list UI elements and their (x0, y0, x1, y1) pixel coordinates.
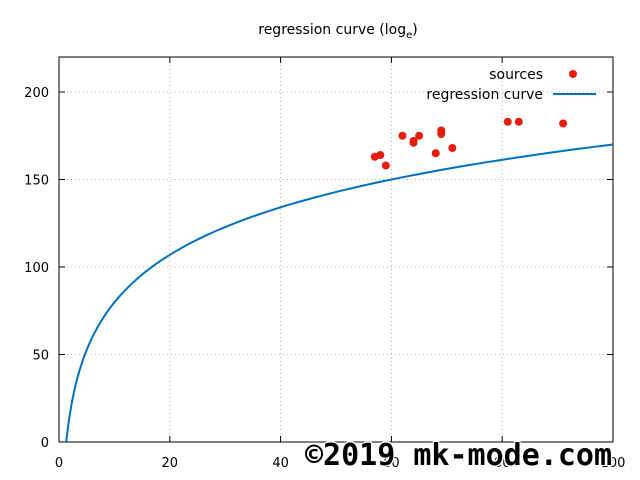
source-point (559, 119, 568, 128)
plot-frame (58, 56, 614, 443)
grid-lines (59, 57, 613, 442)
x-tick-label: 80 (494, 456, 511, 471)
x-tick-label: 100 (601, 456, 626, 471)
chart-title: regression curve (loge) (258, 22, 417, 41)
legend-marker-sources (569, 70, 577, 78)
points-layer (370, 117, 568, 170)
source-point (398, 131, 407, 140)
source-point (503, 117, 512, 126)
x-tick-label: 0 (55, 456, 63, 471)
curve-layer (65, 143, 614, 443)
y-tick-label: 150 (24, 174, 49, 189)
x-tick-labels: 0 20 40 60 80 100 (55, 456, 626, 471)
legend-label-regression-curve: regression curve (426, 87, 543, 103)
y-tick-label: 0 (41, 436, 49, 451)
regression-curve-line (65, 143, 614, 443)
y-tick-label: 200 (24, 86, 49, 101)
legend-label-sources: sources (489, 67, 543, 83)
source-point (431, 149, 440, 158)
y-tick-labels: 0 50 100 150 200 (24, 86, 49, 451)
source-point (415, 131, 424, 140)
legend: sources regression curve (426, 67, 596, 103)
y-tick-label: 50 (32, 349, 49, 364)
source-point (514, 117, 523, 126)
x-tick-label: 20 (162, 456, 179, 471)
source-point (381, 161, 390, 170)
x-tick-label: 40 (272, 456, 289, 471)
source-point (376, 151, 385, 159)
chart-title-suffix: ) (412, 22, 417, 38)
x-tick-label: 60 (383, 456, 400, 471)
y-tick-label: 100 (24, 261, 49, 276)
source-point (448, 144, 457, 152)
watermark-text: ©2019 mk-mode.com (305, 438, 613, 473)
chart-title-main: regression curve (log (258, 22, 406, 38)
axis-ticks (58, 57, 614, 443)
source-point (437, 130, 446, 138)
chart-title-subscript: e (406, 30, 412, 41)
source-point (409, 138, 418, 147)
